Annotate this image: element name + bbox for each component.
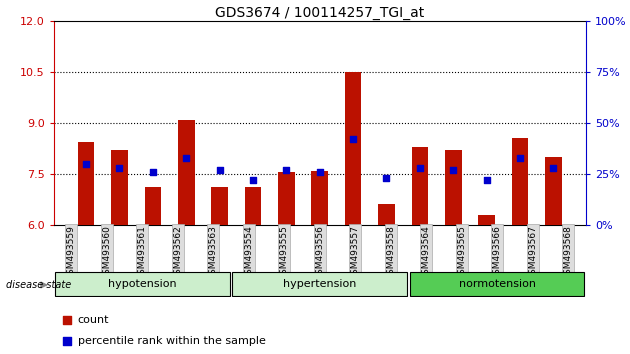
- Point: [415, 165, 425, 171]
- Point: [515, 155, 525, 160]
- FancyBboxPatch shape: [410, 272, 585, 296]
- Text: GSM493556: GSM493556: [315, 225, 324, 280]
- Text: GSM493564: GSM493564: [421, 225, 431, 280]
- Point: [448, 167, 458, 173]
- Bar: [178, 120, 195, 225]
- Bar: [411, 147, 428, 225]
- Bar: [77, 142, 94, 225]
- Point: [148, 169, 158, 175]
- Text: GSM493555: GSM493555: [280, 225, 289, 280]
- Point: [548, 165, 558, 171]
- Point: [315, 169, 325, 175]
- Bar: [345, 72, 362, 225]
- Bar: [144, 188, 161, 225]
- Text: hypertension: hypertension: [283, 279, 357, 289]
- Text: GSM493558: GSM493558: [386, 225, 395, 280]
- Bar: [545, 157, 562, 225]
- Text: count: count: [77, 315, 109, 325]
- Point: [348, 136, 358, 142]
- Text: GSM493560: GSM493560: [102, 225, 112, 280]
- Point: [81, 161, 91, 167]
- Point: [282, 167, 292, 173]
- Bar: [311, 171, 328, 225]
- Point: [62, 317, 72, 323]
- Text: GSM493557: GSM493557: [351, 225, 360, 280]
- Bar: [445, 150, 462, 225]
- Point: [381, 175, 391, 181]
- Text: GSM493568: GSM493568: [564, 225, 573, 280]
- Point: [181, 155, 192, 160]
- Text: GSM493563: GSM493563: [209, 225, 218, 280]
- Bar: [244, 188, 261, 225]
- Bar: [378, 205, 395, 225]
- Text: hypotension: hypotension: [108, 279, 176, 289]
- Bar: [211, 188, 228, 225]
- Text: GSM493559: GSM493559: [67, 225, 76, 280]
- Text: GSM493567: GSM493567: [528, 225, 537, 280]
- Title: GDS3674 / 100114257_TGI_at: GDS3674 / 100114257_TGI_at: [215, 6, 425, 20]
- FancyBboxPatch shape: [232, 272, 407, 296]
- Point: [115, 165, 125, 171]
- Text: GSM493565: GSM493565: [457, 225, 466, 280]
- Text: GSM493561: GSM493561: [138, 225, 147, 280]
- Text: GSM493562: GSM493562: [173, 225, 182, 280]
- Point: [215, 167, 225, 173]
- Bar: [512, 138, 529, 225]
- Bar: [278, 172, 295, 225]
- Text: GSM493566: GSM493566: [493, 225, 501, 280]
- Text: disease state: disease state: [6, 280, 72, 290]
- Text: normotension: normotension: [459, 279, 536, 289]
- Bar: [111, 150, 128, 225]
- Point: [248, 177, 258, 183]
- Bar: [478, 215, 495, 225]
- Text: GSM493554: GSM493554: [244, 225, 253, 280]
- Text: percentile rank within the sample: percentile rank within the sample: [77, 336, 265, 346]
- Point: [62, 338, 72, 344]
- Point: [481, 177, 491, 183]
- FancyBboxPatch shape: [55, 272, 229, 296]
